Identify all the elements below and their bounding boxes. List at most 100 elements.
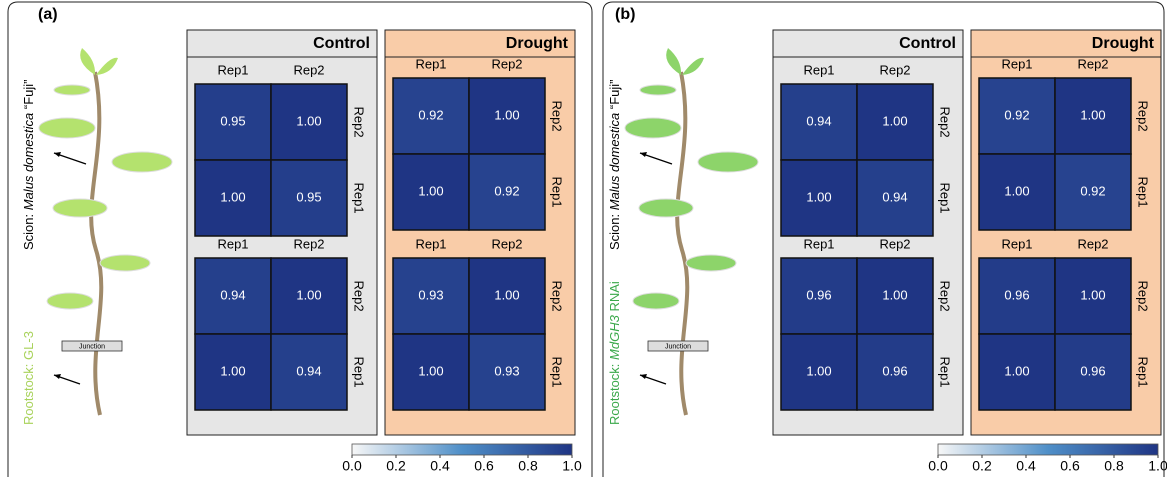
row-label: Rep1: [938, 182, 953, 213]
cell-label: 1.00: [1080, 107, 1105, 122]
cell-label: 1.00: [882, 113, 907, 128]
leaf: [96, 58, 118, 75]
row-label: Rep1: [352, 182, 367, 213]
leaf: [625, 118, 681, 138]
group-title: Control: [899, 35, 956, 52]
cell-label: 1.00: [806, 189, 831, 204]
column-label: Rep2: [293, 236, 324, 251]
row-label: Rep2: [1136, 100, 1151, 131]
leaf: [682, 58, 704, 75]
column-label: Rep2: [879, 62, 910, 77]
cell-label: 0.94: [296, 363, 321, 378]
row-label: Rep1: [1136, 176, 1151, 207]
column-label: Rep1: [803, 62, 834, 77]
colorbar-tick-label: 1.0: [562, 458, 582, 474]
rootstock-label: Rootstock: MdGH3 RNAi: [607, 281, 622, 425]
scion-part: Malus domestica: [21, 113, 36, 211]
cell-label: 0.96: [1080, 363, 1105, 378]
scion-part: “Fuji”: [607, 79, 622, 112]
cell-label: 1.00: [1080, 287, 1105, 302]
column-label: Rep1: [1001, 236, 1032, 251]
column-label: Rep1: [217, 236, 248, 251]
column-label: Rep2: [1077, 56, 1108, 71]
colorbar-tick-label: 0.4: [1016, 458, 1036, 474]
leaf: [80, 48, 95, 75]
scion-part: Scion:: [607, 210, 622, 250]
column-label: Rep2: [879, 236, 910, 251]
cell-label: 1.00: [494, 287, 519, 302]
cell-label: 0.95: [296, 189, 321, 204]
cell-label: 0.96: [882, 363, 907, 378]
column-label: Rep2: [491, 56, 522, 71]
cell-label: 1.00: [418, 183, 443, 198]
cell-label: 0.92: [1004, 107, 1029, 122]
cell-label: 1.00: [220, 189, 245, 204]
rootstock-label: Rootstock: GL-3: [21, 331, 36, 425]
cell-label: 1.00: [418, 363, 443, 378]
leaf: [698, 152, 758, 172]
leaf: [54, 85, 90, 95]
row-label: Rep2: [938, 106, 953, 137]
cell-label: 0.94: [882, 189, 907, 204]
figure: (a)JunctionScion: Malus domestica “Fuji”…: [0, 0, 1167, 477]
cell-label: 0.92: [418, 107, 443, 122]
leaf: [633, 293, 679, 309]
cell-label: 0.93: [418, 287, 443, 302]
rootstock-part: Rootstock:: [607, 360, 622, 425]
rootstock-part: MdGH3: [607, 314, 622, 360]
rootstock-part: Rootstock:: [21, 360, 36, 425]
column-label: Rep1: [803, 236, 834, 251]
colorbar-tick-label: 0.0: [342, 458, 362, 474]
row-label: Rep1: [550, 356, 565, 387]
cell-label: 1.00: [806, 363, 831, 378]
column-label: Rep1: [415, 236, 446, 251]
colorbar-tick-label: 0.6: [474, 458, 494, 474]
cell-label: 1.00: [296, 287, 321, 302]
row-label: Rep2: [1136, 280, 1151, 311]
row-label: Rep2: [550, 280, 565, 311]
leaf: [640, 85, 676, 95]
scion-label: Scion: Malus domestica “Fuji”: [21, 79, 36, 250]
rootstock-part: GL-3: [21, 331, 36, 360]
junction-label: Junction: [79, 343, 105, 350]
group-title: Control: [313, 35, 370, 52]
cell-label: 0.94: [806, 113, 831, 128]
colorbar-tick-label: 0.8: [518, 458, 538, 474]
scion-part: “Fuji”: [21, 79, 36, 112]
colorbar-tick-label: 0.2: [386, 458, 406, 474]
colorbar-tick-label: 0.6: [1060, 458, 1080, 474]
panel-label: (b): [615, 6, 635, 23]
colorbar-tick-label: 1.0: [1148, 458, 1167, 474]
colorbar-tick-label: 0.2: [972, 458, 992, 474]
cell-label: 0.95: [220, 113, 245, 128]
cell-label: 0.94: [220, 287, 245, 302]
leaf: [47, 293, 93, 309]
row-label: Rep1: [550, 176, 565, 207]
cell-label: 1.00: [1004, 183, 1029, 198]
column-label: Rep2: [1077, 236, 1108, 251]
colorbar: [938, 444, 1158, 455]
row-label: Rep1: [938, 356, 953, 387]
scion-label: Scion: Malus domestica “Fuji”: [607, 79, 622, 250]
cell-label: 0.96: [1004, 287, 1029, 302]
row-label: Rep2: [352, 280, 367, 311]
colorbar-tick-label: 0.4: [430, 458, 450, 474]
row-label: Rep1: [1136, 356, 1151, 387]
leaf: [666, 48, 681, 75]
cell-label: 1.00: [882, 287, 907, 302]
group-title: Drought: [506, 35, 569, 52]
row-label: Rep1: [352, 356, 367, 387]
leaf: [639, 199, 693, 217]
column-label: Rep2: [293, 62, 324, 77]
column-label: Rep1: [415, 56, 446, 71]
leaf: [39, 118, 95, 138]
colorbar-tick-label: 0.8: [1104, 458, 1124, 474]
cell-label: 0.93: [494, 363, 519, 378]
cell-label: 0.92: [494, 183, 519, 198]
rootstock-part: RNAi: [607, 281, 622, 315]
cell-label: 0.92: [1080, 183, 1105, 198]
row-label: Rep2: [938, 280, 953, 311]
cell-label: 0.96: [806, 287, 831, 302]
column-label: Rep1: [1001, 56, 1032, 71]
column-label: Rep2: [491, 236, 522, 251]
